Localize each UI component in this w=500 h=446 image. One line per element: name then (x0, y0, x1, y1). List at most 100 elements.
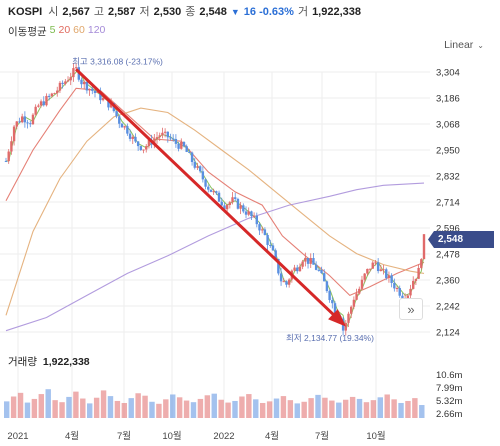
high-label: 고 (93, 6, 105, 18)
ma-legend[interactable]: 이동평균 5 20 60 120 (8, 24, 105, 39)
volume-bar (121, 402, 128, 418)
volume-bar (225, 402, 231, 418)
candle-body (115, 111, 118, 117)
volume-panel-header: 거래량 1,922,338 (8, 354, 90, 369)
candle-body (317, 269, 321, 271)
candle-body (312, 258, 315, 265)
candle-body (401, 295, 404, 300)
candle-body (234, 197, 237, 199)
candle-body (285, 281, 288, 285)
volume-bar (204, 395, 211, 418)
candle-body (323, 273, 326, 282)
y-tick-label: 2,714 (436, 198, 460, 209)
candle-body (355, 293, 358, 300)
candle-body (31, 114, 35, 125)
ma-period-120: 120 (87, 24, 106, 36)
candle-body (360, 279, 364, 289)
y-tick-label: 2,124 (436, 328, 460, 339)
candle-body (18, 121, 21, 123)
candle-body (93, 90, 97, 93)
candle-body (45, 95, 48, 106)
scale-selector[interactable]: Linear ⌄ (444, 39, 484, 51)
candle-body (409, 288, 412, 296)
candle-body (395, 288, 399, 290)
candle-body (131, 136, 134, 139)
volume-bar (45, 389, 51, 418)
ma-period-5: 5 (49, 24, 56, 36)
candle-body (422, 234, 426, 260)
current-price-tag: 2,548 (428, 231, 494, 248)
x-tick-label: 4월 (265, 430, 279, 442)
candle-body (325, 281, 329, 292)
candle-body (39, 101, 43, 106)
candle-body (398, 288, 401, 296)
candle-body (258, 224, 261, 231)
down-triangle-icon: ▼ (230, 7, 240, 17)
candle-body (7, 151, 10, 162)
candle-body (158, 135, 161, 138)
volume-bar (308, 398, 314, 418)
volume-bar (315, 394, 321, 418)
volume-bar (356, 398, 363, 418)
close-value: 2,548 (199, 6, 227, 18)
candle-body (145, 146, 148, 150)
candle-body (101, 97, 105, 101)
candle-body (37, 105, 40, 107)
candle-body (371, 262, 374, 269)
candle-body (217, 192, 221, 202)
candle-body (74, 67, 78, 69)
volume-bar (197, 398, 204, 418)
volume-bar (232, 400, 238, 418)
volume-panel-label: 거래량 (8, 356, 37, 368)
open-label: 시 (48, 6, 59, 18)
candle-body (293, 267, 296, 271)
candle-body (204, 179, 207, 187)
volume-tick-label: 10.6m (436, 370, 462, 381)
volume-bar (183, 400, 190, 418)
volume-bar (10, 396, 17, 418)
y-tick-label: 2,832 (436, 172, 460, 183)
candle-body (161, 132, 164, 136)
candle-body (61, 82, 64, 84)
x-tick-layer: 2021 4월 7월 10월 2022 4월 7월 10월 (7, 430, 385, 442)
candle-body (266, 234, 269, 245)
volume-bar (4, 401, 10, 418)
candle-body (42, 101, 45, 106)
candle-body (349, 306, 353, 314)
candle-body (269, 244, 272, 246)
candle-body (69, 77, 72, 81)
low-value: 2,530 (153, 6, 182, 18)
candle-body (174, 138, 178, 144)
candle-body (320, 270, 323, 274)
candle-body (271, 245, 275, 251)
candle-body (15, 121, 18, 127)
candle-body (177, 143, 180, 149)
candle-body (328, 291, 331, 301)
candle-body (385, 269, 388, 278)
close-label: 종 (185, 6, 196, 18)
x-tick-label: 7월 (315, 430, 329, 442)
candle-body (182, 142, 186, 147)
low-annotation: 최저 2,134.77 (19.34%) (286, 333, 374, 343)
volume-bar (287, 400, 294, 418)
volume-bar (377, 397, 383, 418)
candle-body (172, 138, 175, 140)
y-tick-layer: 3,304 3,186 3,068 2,950 2,832 2,714 2,596 2,478… (436, 68, 460, 339)
candle-body (304, 257, 307, 262)
candle-body (58, 82, 62, 91)
candle-body (23, 116, 27, 123)
candle-body (212, 191, 215, 193)
candle-body (166, 131, 170, 138)
trend-arrow-line (75, 68, 345, 325)
scroll-latest-button[interactable]: » (399, 298, 423, 320)
candle-body (306, 257, 310, 264)
candle-body (244, 211, 248, 215)
volume-bar (329, 400, 335, 418)
candle-body (420, 259, 423, 268)
candle-body (220, 201, 223, 206)
candle-body (239, 205, 242, 209)
volume-bar (52, 400, 58, 418)
ma-legend-label: 이동평균 (8, 26, 47, 38)
volume-bar (24, 402, 31, 418)
